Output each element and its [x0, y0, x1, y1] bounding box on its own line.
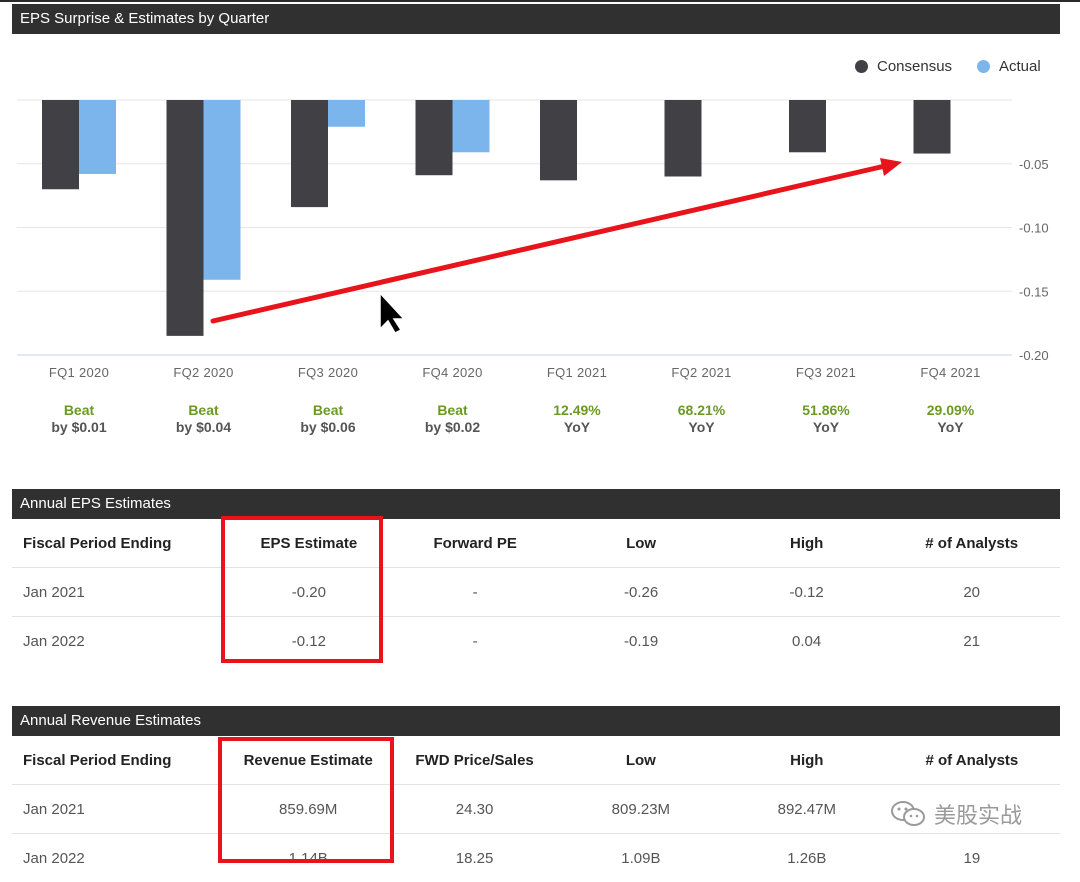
col-header: # of Analysts [884, 736, 1060, 785]
watermark-text: 美股实战 [934, 798, 1022, 830]
surprise-result: 12.49% [522, 402, 632, 419]
actual-bar [328, 100, 365, 127]
table-cell: 892.47M [730, 785, 884, 834]
surprise-result: Beat [24, 402, 134, 419]
actual-bar [79, 100, 116, 174]
y-tick-label: -0.10 [1019, 221, 1049, 236]
table-cell: 21 [883, 617, 1060, 666]
table-cell: 1.26B [730, 834, 884, 882]
table-row: Jan 2022 1.14B 18.25 1.09B 1.26B 19 [12, 834, 1060, 882]
col-header: Low [552, 736, 730, 785]
table-cell: 24.30 [397, 785, 552, 834]
consensus-bar [914, 100, 951, 154]
y-tick-label: -0.05 [1019, 157, 1049, 172]
col-header: # of Analysts [883, 519, 1060, 568]
surprise-result: 29.09% [896, 402, 1006, 419]
table-row: Jan 2022 -0.12 - -0.19 0.04 21 [12, 617, 1060, 666]
eps-surprise-label: 51.86%YoY [771, 402, 881, 436]
x-tick-label: FQ2 2021 [647, 365, 757, 380]
surprise-result: 51.86% [771, 402, 881, 419]
col-header: FWD Price/Sales [397, 736, 552, 785]
consensus-bar [167, 100, 204, 336]
revenue-estimate-highlight-box [218, 737, 394, 863]
annual-eps-header: Annual EPS Estimates [12, 489, 1060, 519]
x-tick-label: FQ3 2021 [771, 365, 881, 380]
surprise-detail: by $0.02 [398, 419, 508, 436]
annual-revenue-header: Annual Revenue Estimates [12, 706, 1060, 736]
col-header: Fiscal Period Ending [12, 519, 220, 568]
consensus-bar [540, 100, 577, 180]
mouse-cursor-icon [380, 293, 404, 333]
col-header: High [730, 736, 884, 785]
table-cell: -0.12 [730, 568, 883, 617]
surprise-detail: YoY [896, 419, 1006, 436]
table-cell: 19 [884, 834, 1060, 882]
surprise-result: Beat [273, 402, 383, 419]
col-header: Low [552, 519, 730, 568]
eps-bar-chart: -0.05 -0.10 -0.15 -0.20 [0, 34, 1080, 364]
table-cell: -0.26 [552, 568, 730, 617]
surprise-detail: YoY [647, 419, 757, 436]
consensus-bar [416, 100, 453, 175]
eps-estimate-highlight-box [221, 516, 383, 663]
table-cell: -0.19 [552, 617, 730, 666]
table-cell: Jan 2022 [12, 617, 220, 666]
eps-chart-header: EPS Surprise & Estimates by Quarter [12, 4, 1060, 34]
col-header: High [730, 519, 883, 568]
table-cell: 18.25 [397, 834, 552, 882]
table-cell: - [398, 568, 552, 617]
trend-arrow-head [880, 158, 902, 176]
y-tick-label: -0.20 [1019, 348, 1049, 363]
watermark: 美股实战 [890, 798, 1022, 830]
actual-bar [453, 100, 490, 152]
y-tick-label: -0.15 [1019, 284, 1049, 299]
x-tick-label: FQ1 2021 [522, 365, 632, 380]
x-tick-label: FQ1 2020 [24, 365, 134, 380]
x-tick-label: FQ3 2020 [273, 365, 383, 380]
table-header-row: Fiscal Period Ending Revenue Estimate FW… [12, 736, 1060, 785]
surprise-detail: YoY [771, 419, 881, 436]
col-header: Forward PE [398, 519, 552, 568]
consensus-bar [42, 100, 79, 189]
actual-bar [204, 100, 241, 280]
table-cell: Jan 2021 [12, 568, 220, 617]
eps-surprise-label: 68.21%YoY [647, 402, 757, 436]
table-row: Jan 2021 -0.20 - -0.26 -0.12 20 [12, 568, 1060, 617]
table-cell: 809.23M [552, 785, 730, 834]
table-cell: 0.04 [730, 617, 883, 666]
eps-surprise-label: 29.09%YoY [896, 402, 1006, 436]
surprise-detail: YoY [522, 419, 632, 436]
x-tick-label: FQ4 2020 [398, 365, 508, 380]
x-tick-label: FQ2 2020 [149, 365, 259, 380]
surprise-detail: by $0.06 [273, 419, 383, 436]
surprise-result: 68.21% [647, 402, 757, 419]
table-cell: Jan 2022 [12, 834, 219, 882]
surprise-detail: by $0.01 [24, 419, 134, 436]
annual-eps-table: Fiscal Period Ending EPS Estimate Forwar… [12, 519, 1060, 665]
surprise-result: Beat [149, 402, 259, 419]
consensus-bar [789, 100, 826, 152]
eps-surprise-label: 12.49%YoY [522, 402, 632, 436]
table-header-row: Fiscal Period Ending EPS Estimate Forwar… [12, 519, 1060, 568]
top-divider [0, 0, 1080, 2]
consensus-bar [291, 100, 328, 207]
surprise-result: Beat [398, 402, 508, 419]
table-cell: - [398, 617, 552, 666]
consensus-bar [665, 100, 702, 177]
wechat-icon [890, 800, 926, 828]
table-cell: Jan 2021 [12, 785, 219, 834]
surprise-detail: by $0.04 [149, 419, 259, 436]
table-cell: 20 [883, 568, 1060, 617]
col-header: Fiscal Period Ending [12, 736, 219, 785]
table-cell: 1.09B [552, 834, 730, 882]
x-tick-label: FQ4 2021 [896, 365, 1006, 380]
